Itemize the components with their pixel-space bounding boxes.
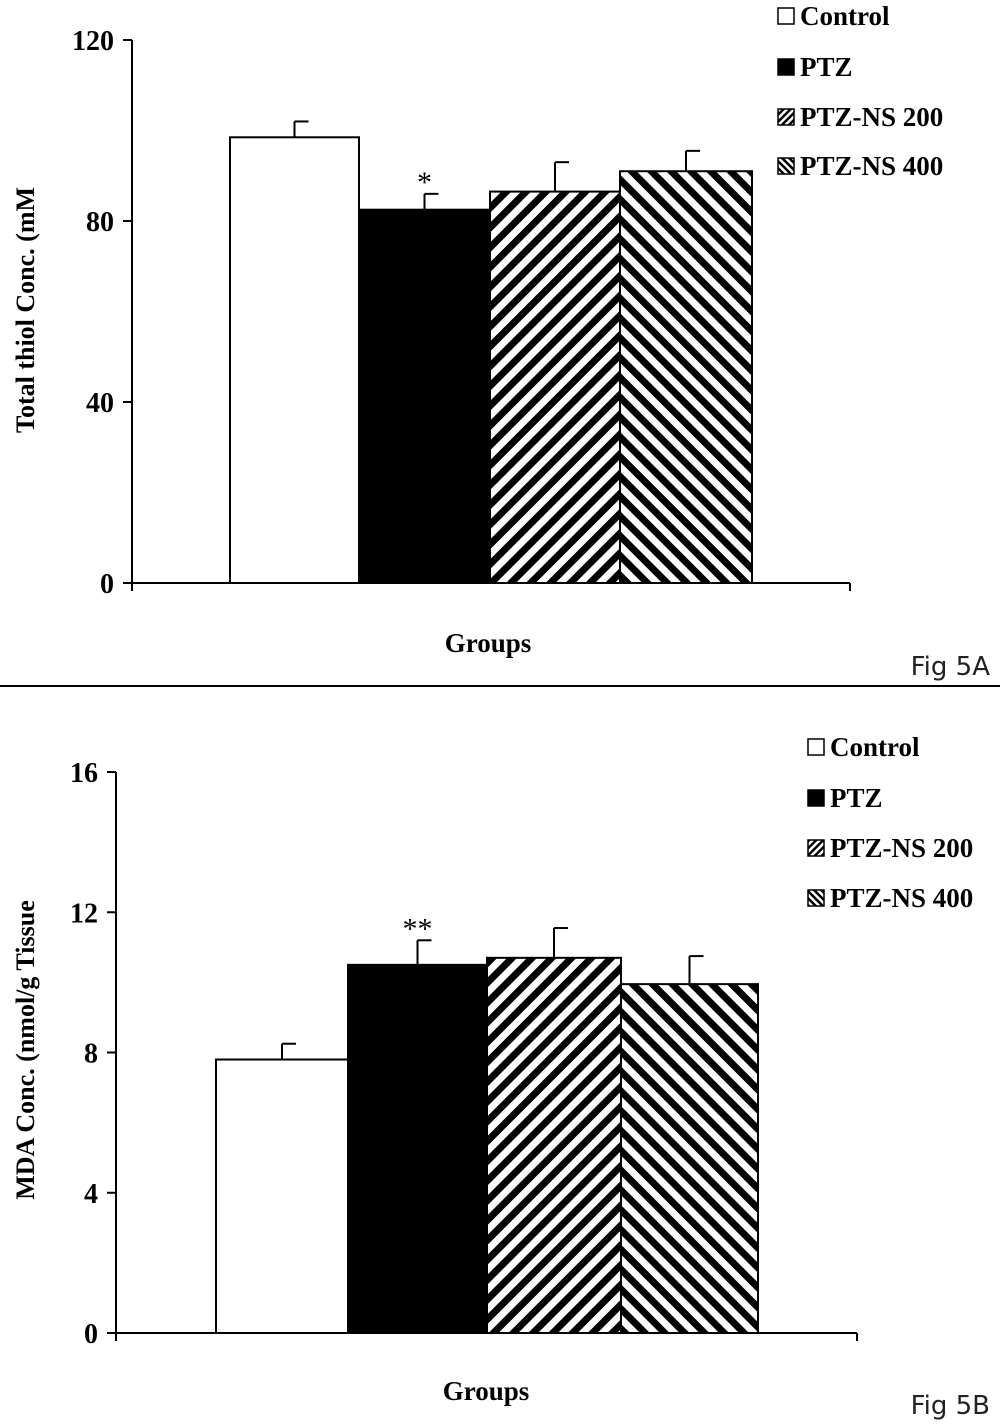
bar-control [215, 1058, 349, 1334]
y-tick-label: 0 [100, 569, 114, 600]
x-axis-label: Groups [445, 628, 532, 658]
y-tick-label: 8 [84, 1039, 98, 1070]
legend-label: PTZ [800, 52, 853, 82]
y-axis-label: MDA Conc. (nmol/g Tissue [11, 900, 40, 1200]
bar-control [229, 136, 360, 584]
legend-label: PTZ [830, 783, 883, 813]
chart-panel-5a: 0 40 80 120 * Control PTZ PTZ-NS 200 PTZ-NS 400 T… [11, 1, 990, 682]
bar-ptz [358, 208, 491, 584]
x-axis-label: Groups [443, 1376, 530, 1406]
legend-swatch [777, 7, 795, 25]
y-tick-label: 0 [84, 1319, 98, 1350]
legend-swatch [777, 108, 795, 126]
legend-label: Control [800, 1, 890, 31]
legend-label: PTZ-NS 200 [800, 102, 943, 132]
legend-swatch [777, 58, 795, 76]
legend-swatch [807, 839, 825, 857]
chart-panel-5b: 0 4 8 12 16 ** Control PTZ PTZ-NS 200 PTZ-NS 400 M… [11, 732, 990, 1421]
legend-swatch [807, 738, 825, 756]
figure-label: Fig 5A [911, 652, 991, 682]
figure-label: Fig 5B [911, 1391, 990, 1421]
y-tick-label: 40 [86, 388, 114, 419]
y-tick-label: 12 [70, 898, 98, 929]
bar-ptz-ns-400 [619, 170, 753, 584]
legend-label: PTZ-NS 400 [800, 151, 943, 181]
bar-ptz-ns-400 [620, 983, 759, 1334]
y-tick-label: 120 [72, 26, 114, 57]
bar-ptz-ns-200 [489, 190, 621, 584]
legend-swatch [777, 157, 795, 175]
y-axis-label: Total thiol Conc. (mM [11, 187, 40, 433]
bar-ptz-ns-200 [486, 956, 622, 1334]
legend-label: PTZ-NS 400 [830, 883, 973, 913]
legend-label: Control [830, 732, 920, 762]
y-tick-label: 16 [70, 758, 98, 789]
y-tick-label: 80 [86, 207, 114, 238]
y-tick-label: 4 [84, 1179, 98, 1210]
legend-swatch [807, 889, 825, 907]
significance-marker: * [417, 166, 432, 199]
legend-label: PTZ-NS 200 [830, 833, 973, 863]
legend-swatch [807, 789, 825, 807]
bar-ptz [347, 963, 488, 1334]
significance-marker: ** [403, 912, 433, 945]
